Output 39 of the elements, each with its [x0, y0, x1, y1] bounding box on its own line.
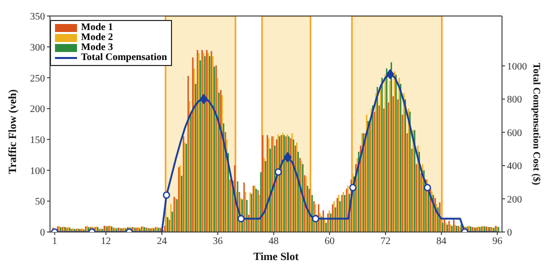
y-tick-label: 200: [30, 104, 45, 116]
point: [200, 94, 208, 104]
y-tick-label: 50: [35, 196, 45, 208]
legend-label: Mode 3: [81, 42, 113, 53]
y-tick-label: 250: [30, 73, 45, 84]
y2-tick-label: 200: [507, 194, 522, 206]
y-axis-title: Traffic Flow (veh): [6, 88, 19, 174]
x-tick-label: 84: [436, 236, 446, 248]
x-tick-label: 1: [52, 236, 58, 248]
y-tick-label: 0: [40, 228, 45, 239]
legend-label: Mode 2: [81, 32, 113, 43]
legend-label: Mode 1: [81, 22, 113, 33]
legend-label: Total Compensation: [81, 52, 168, 63]
x-axis-title: Time Slot: [253, 251, 299, 263]
y-tick-label: 300: [30, 42, 45, 54]
point: [284, 152, 292, 162]
x-tick-label: 72: [380, 236, 391, 248]
y2-tick-label: 1000: [507, 61, 527, 72]
point: [386, 69, 394, 80]
y2-axis-title: Total Compensation Cost ($): [530, 62, 542, 186]
x-tick-label: 96: [492, 236, 502, 248]
point: [162, 191, 170, 199]
x-tick-label: 48: [268, 236, 279, 248]
x-tick-label: 36: [212, 236, 223, 248]
y2-tick-label: 400: [507, 161, 522, 172]
y2-tick-label: 800: [507, 94, 522, 106]
point: [274, 168, 282, 176]
point: [424, 184, 432, 192]
x-tick-label: 60: [324, 236, 335, 248]
y-tick-label: 350: [30, 12, 45, 23]
y2-tick-label: 0: [507, 228, 512, 239]
point: [237, 215, 245, 222]
y2-tick-label: 600: [507, 128, 522, 139]
point: [349, 184, 357, 192]
y-tick-label: 100: [30, 166, 45, 177]
x-tick-label: 12: [100, 236, 111, 248]
x-tick-label: 24: [156, 236, 167, 248]
point: [312, 215, 320, 222]
y-tick-label: 150: [30, 134, 45, 146]
